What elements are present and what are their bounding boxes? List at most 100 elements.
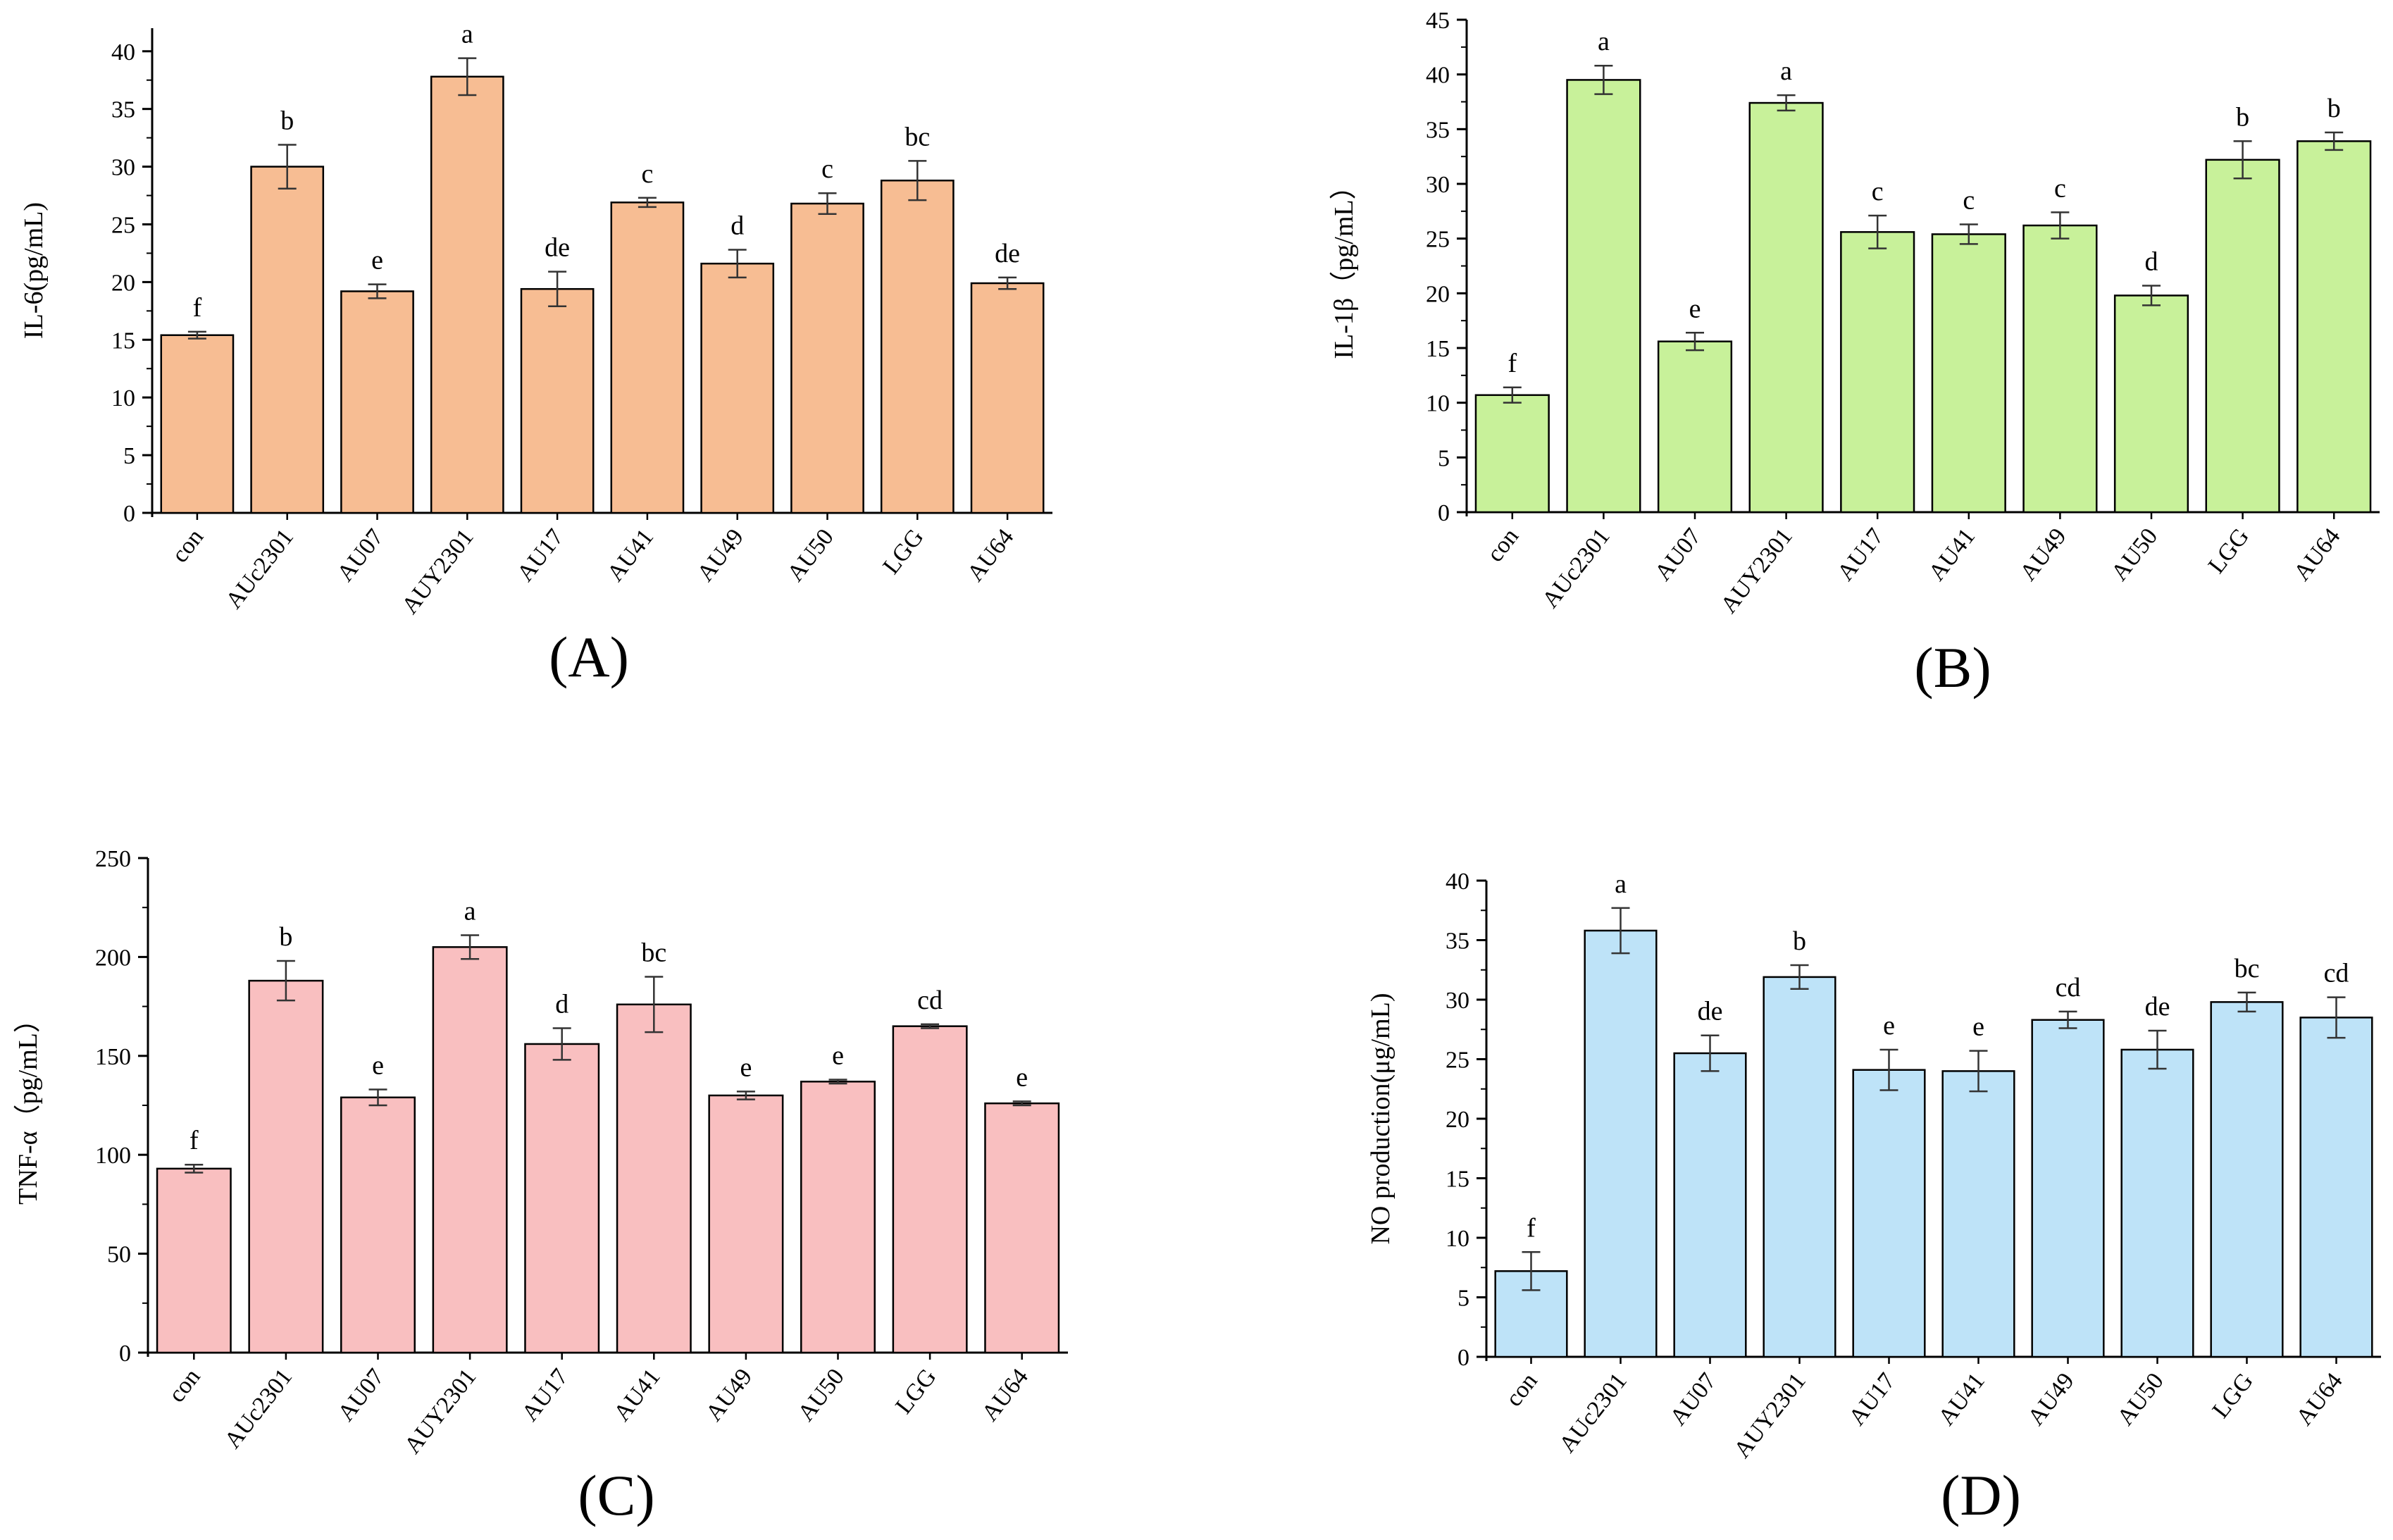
bar [1763, 976, 1836, 1358]
bar [432, 946, 508, 1354]
y-tick-label: 5 [1438, 445, 1450, 471]
y-tick-label: 0 [119, 1341, 131, 1367]
chart-panel-b: IL-1β（pg/mL） (B) 0 5 10 15 20 25 30 35 40 45 f con a… [1329, 8, 2380, 700]
y-tick-label: 10 [1426, 391, 1450, 417]
bar [2296, 140, 2372, 514]
y-tick-label: 30 [111, 155, 135, 181]
bar [1474, 394, 1550, 514]
x-tick-label: AU49 [692, 524, 749, 586]
y-tick-label: 35 [111, 97, 135, 123]
y-tick-label: 15 [111, 328, 135, 354]
y-tick-label: 15 [1426, 336, 1450, 362]
y-tick-label: 25 [111, 212, 135, 238]
x-tick-label: AUY2301 [1716, 523, 1798, 618]
significance-label: f [1508, 349, 1517, 378]
y-tick-label: 30 [1426, 172, 1450, 198]
significance-label: e [1689, 294, 1701, 323]
significance-label: a [1615, 869, 1627, 899]
significance-label: c [821, 154, 833, 184]
significance-label: e [371, 246, 383, 275]
bar [2120, 1048, 2194, 1358]
x-tick-label: AU41 [1933, 1368, 1989, 1430]
x-tick-label: AU41 [602, 524, 659, 586]
bar [340, 1096, 416, 1354]
x-tick-label: AU07 [332, 524, 388, 586]
bar [892, 1025, 968, 1354]
x-tick-label: AU49 [701, 1364, 757, 1426]
x-tick-label: AU07 [1650, 523, 1706, 585]
bar [1852, 1069, 1926, 1358]
x-tick-label: AU07 [332, 1364, 389, 1426]
y-tick-label: 0 [1438, 500, 1450, 526]
bar [2205, 159, 2280, 514]
chart-panel-d: NO production(μg/mL) (D) 0 5 10 15 20 25 30 35 4… [1366, 869, 2381, 1527]
significance-label: d [555, 989, 568, 1019]
x-tick-label: AU50 [782, 524, 838, 586]
x-tick-label: AU64 [977, 1364, 1033, 1426]
y-tick-label: 30 [1446, 988, 1469, 1014]
significance-label: de [1698, 997, 1723, 1026]
x-tick-label: AU64 [962, 524, 1019, 586]
bar [708, 1094, 784, 1354]
x-tick-label: LGG [2208, 1368, 2258, 1423]
bar [1584, 929, 1658, 1358]
y-axis-label: NO production(μg/mL) [1366, 993, 1396, 1244]
y-tick-label: 35 [1426, 117, 1450, 143]
bar [2210, 1001, 2284, 1358]
x-tick-label: con [163, 1364, 205, 1407]
y-tick-label: 20 [111, 270, 135, 296]
y-axis-label: TNF-α（pg/mL） [13, 1006, 43, 1205]
x-tick-label: AU17 [1832, 523, 1889, 585]
y-tick-label: 200 [95, 945, 131, 971]
significance-label: f [1527, 1213, 1536, 1243]
y-tick-label: 0 [123, 501, 135, 527]
panel-label: (B) [1914, 635, 1991, 700]
bar [616, 1003, 692, 1354]
y-tick-label: 150 [95, 1044, 131, 1070]
significance-label: a [1780, 56, 1792, 86]
significance-label: cd [917, 986, 943, 1015]
x-tick-label: AUY2301 [397, 524, 478, 619]
x-tick-label: AU50 [2106, 523, 2163, 585]
y-tick-label: 25 [1426, 227, 1450, 253]
y-tick-label: 40 [1446, 869, 1469, 895]
bar [1673, 1052, 1747, 1358]
bar [520, 287, 595, 514]
x-tick-label: AUc2301 [1537, 523, 1615, 613]
x-tick-label: con [1500, 1368, 1542, 1411]
bar [524, 1043, 600, 1354]
y-tick-label: 0 [1457, 1345, 1469, 1371]
x-tick-label: LGG [878, 524, 928, 579]
significance-label: f [189, 1126, 199, 1155]
y-tick-label: 10 [1446, 1226, 1469, 1252]
bar [1566, 79, 1641, 514]
bar [1941, 1070, 2015, 1358]
x-tick-label: LGG [2204, 523, 2254, 578]
bar [984, 1102, 1060, 1354]
significance-label: e [1972, 1012, 1984, 1042]
bar [248, 979, 324, 1354]
significance-label: bc [641, 938, 666, 967]
panel-label: (A) [549, 625, 629, 689]
y-tick-label: 100 [95, 1143, 131, 1169]
significance-label: d [731, 211, 744, 241]
x-tick-label: AUc2301 [1554, 1368, 1632, 1458]
bar [1931, 233, 2006, 514]
x-tick-label: AUY2301 [1729, 1368, 1810, 1463]
x-tick-label: AU64 [2291, 1368, 2347, 1430]
significance-label: e [1016, 1062, 1028, 1092]
bar [800, 1081, 876, 1354]
y-tick-label: 5 [1457, 1286, 1469, 1312]
significance-label: de [995, 239, 1020, 268]
significance-label: c [641, 159, 653, 189]
x-tick-label: AU49 [2015, 523, 2071, 585]
significance-label: e [372, 1051, 384, 1081]
x-tick-label: con [167, 524, 209, 567]
significance-label: bc [2234, 954, 2260, 983]
bar [2113, 294, 2189, 514]
y-tick-label: 10 [111, 385, 135, 411]
significance-label: cd [2056, 973, 2081, 1002]
significance-label: de [2145, 992, 2170, 1022]
x-tick-label: AU41 [609, 1364, 665, 1426]
